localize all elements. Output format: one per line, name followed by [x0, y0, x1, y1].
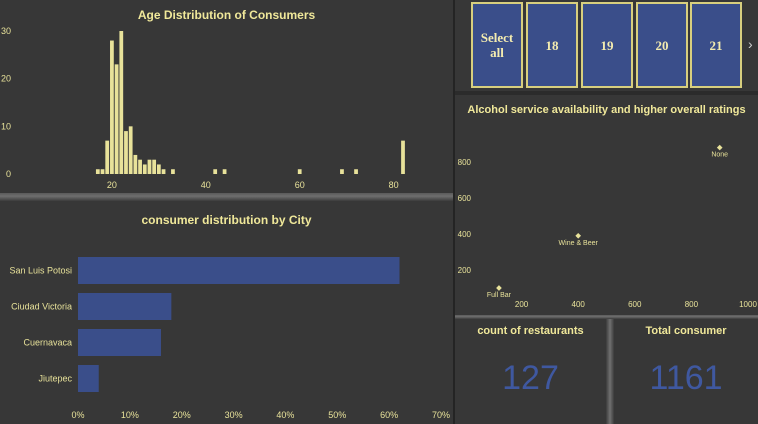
age-bar	[147, 159, 152, 174]
chevron-right-icon[interactable]: ›	[748, 36, 753, 52]
city-x-tick-label: 60%	[380, 410, 398, 420]
alcohol-point	[496, 285, 502, 291]
horizontal-divider-left	[0, 193, 453, 201]
restaurants-card-value: 127	[502, 359, 559, 397]
city-x-tick-label: 40%	[276, 410, 294, 420]
age-bar	[161, 169, 166, 174]
horizontal-divider-right	[455, 315, 758, 319]
age-bar	[152, 159, 157, 174]
city-bar	[78, 293, 172, 320]
age-bar	[128, 126, 133, 174]
age-bar	[95, 169, 100, 174]
age-bar	[124, 131, 128, 174]
alcohol-y-tick-label: 200	[458, 266, 472, 275]
city-x-tick-label: 10%	[121, 410, 139, 420]
restaurants-card-title: count of restaurants	[477, 325, 584, 337]
age-bar	[401, 140, 405, 174]
city-category-label: Cuernavaca	[23, 338, 72, 348]
alcohol-point	[716, 144, 723, 151]
alcohol-x-tick-label: 200	[515, 300, 529, 309]
city-bar	[78, 329, 161, 356]
alcohol-scatter-chart: 200 400 600 800 200 400 600 800 1000 Full Bar Wine…	[458, 144, 757, 309]
age-y-tick-label: 10	[1, 121, 11, 131]
city-bar	[78, 365, 99, 392]
slicer-age-20[interactable]: 20	[636, 2, 688, 88]
city-distribution-panel: consumer distribution by City San Luis P…	[0, 201, 453, 424]
alcohol-point-label: Full Bar	[487, 292, 512, 299]
alcohol-point-label: None	[711, 152, 728, 159]
alcohol-chart-title: Alcohol service availability and higher …	[467, 104, 746, 116]
age-y-tick-label: 0	[6, 169, 11, 179]
city-bar	[78, 257, 400, 284]
consumers-card-title: Total consumer	[645, 325, 727, 337]
city-bar-chart: San Luis Potosi Ciudad Victoria Cuernavaca…	[9, 257, 450, 420]
city-x-tick-label: 50%	[328, 410, 346, 420]
alcohol-x-tick-label: 600	[628, 300, 642, 309]
age-bar	[138, 159, 142, 174]
alcohol-y-tick-label: 600	[458, 194, 472, 203]
age-y-tick-label: 20	[1, 74, 11, 84]
age-bar	[213, 169, 218, 174]
city-category-label: Jiutepec	[38, 374, 72, 384]
alcohol-x-tick-label: 800	[685, 300, 699, 309]
slicer-age-19[interactable]: 19	[581, 2, 633, 88]
card-divider	[606, 319, 614, 424]
alcohol-y-tick-label: 800	[458, 158, 472, 167]
age-bar	[114, 64, 119, 174]
city-chart-title: consumer distribution by City	[141, 213, 312, 227]
age-bar	[171, 169, 175, 174]
age-bar	[142, 164, 147, 174]
age-x-tick-label: 60	[295, 180, 305, 190]
age-chart-title: Age Distribution of Consumers	[137, 8, 316, 22]
age-bar	[110, 40, 114, 175]
age-bar	[222, 169, 227, 174]
consumers-card: Total consumer 1161	[614, 319, 758, 424]
age-bar	[119, 31, 124, 174]
age-x-tick-label: 80	[389, 180, 399, 190]
age-bar	[340, 169, 344, 174]
restaurants-card: count of restaurants 127	[455, 319, 606, 424]
age-bar	[156, 164, 161, 174]
alcohol-panel: Alcohol service availability and higher …	[455, 95, 758, 315]
age-bar	[100, 169, 105, 174]
city-category-label: Ciudad Victoria	[11, 302, 72, 312]
city-category-label: San Luis Potosi	[9, 266, 72, 276]
age-bar	[297, 169, 302, 174]
age-x-tick-label: 20	[107, 180, 117, 190]
age-bar	[133, 154, 138, 174]
slicer-age-21[interactable]: 21	[690, 2, 742, 88]
slicer-age-18[interactable]: 18	[526, 2, 578, 88]
city-x-tick-label: 70%	[432, 410, 450, 420]
city-x-tick-label: 30%	[225, 410, 243, 420]
age-y-tick-label: 30	[1, 26, 11, 36]
age-slicer-panel: Select all 18 19 20 21 ›	[455, 0, 758, 91]
age-x-tick-label: 40	[201, 180, 211, 190]
alcohol-y-tick-label: 400	[458, 230, 472, 239]
alcohol-x-tick-label: 1000	[739, 300, 757, 309]
alcohol-point-label: Wine & Beer	[559, 240, 599, 247]
alcohol-point	[575, 232, 582, 239]
consumers-card-value: 1161	[649, 359, 723, 397]
slicer-select-all[interactable]: Select all	[471, 2, 523, 88]
city-x-tick-label: 0%	[71, 410, 84, 420]
age-bar	[105, 140, 110, 174]
age-distribution-panel: Age Distribution of Consumers 0 10 20 30 20 4…	[0, 0, 453, 193]
vertical-divider	[453, 0, 455, 424]
age-bar	[354, 169, 358, 174]
age-histogram: 0 10 20 30 20 40 60 80	[1, 26, 405, 190]
city-x-tick-label: 20%	[173, 410, 191, 420]
alcohol-x-tick-label: 400	[572, 300, 586, 309]
